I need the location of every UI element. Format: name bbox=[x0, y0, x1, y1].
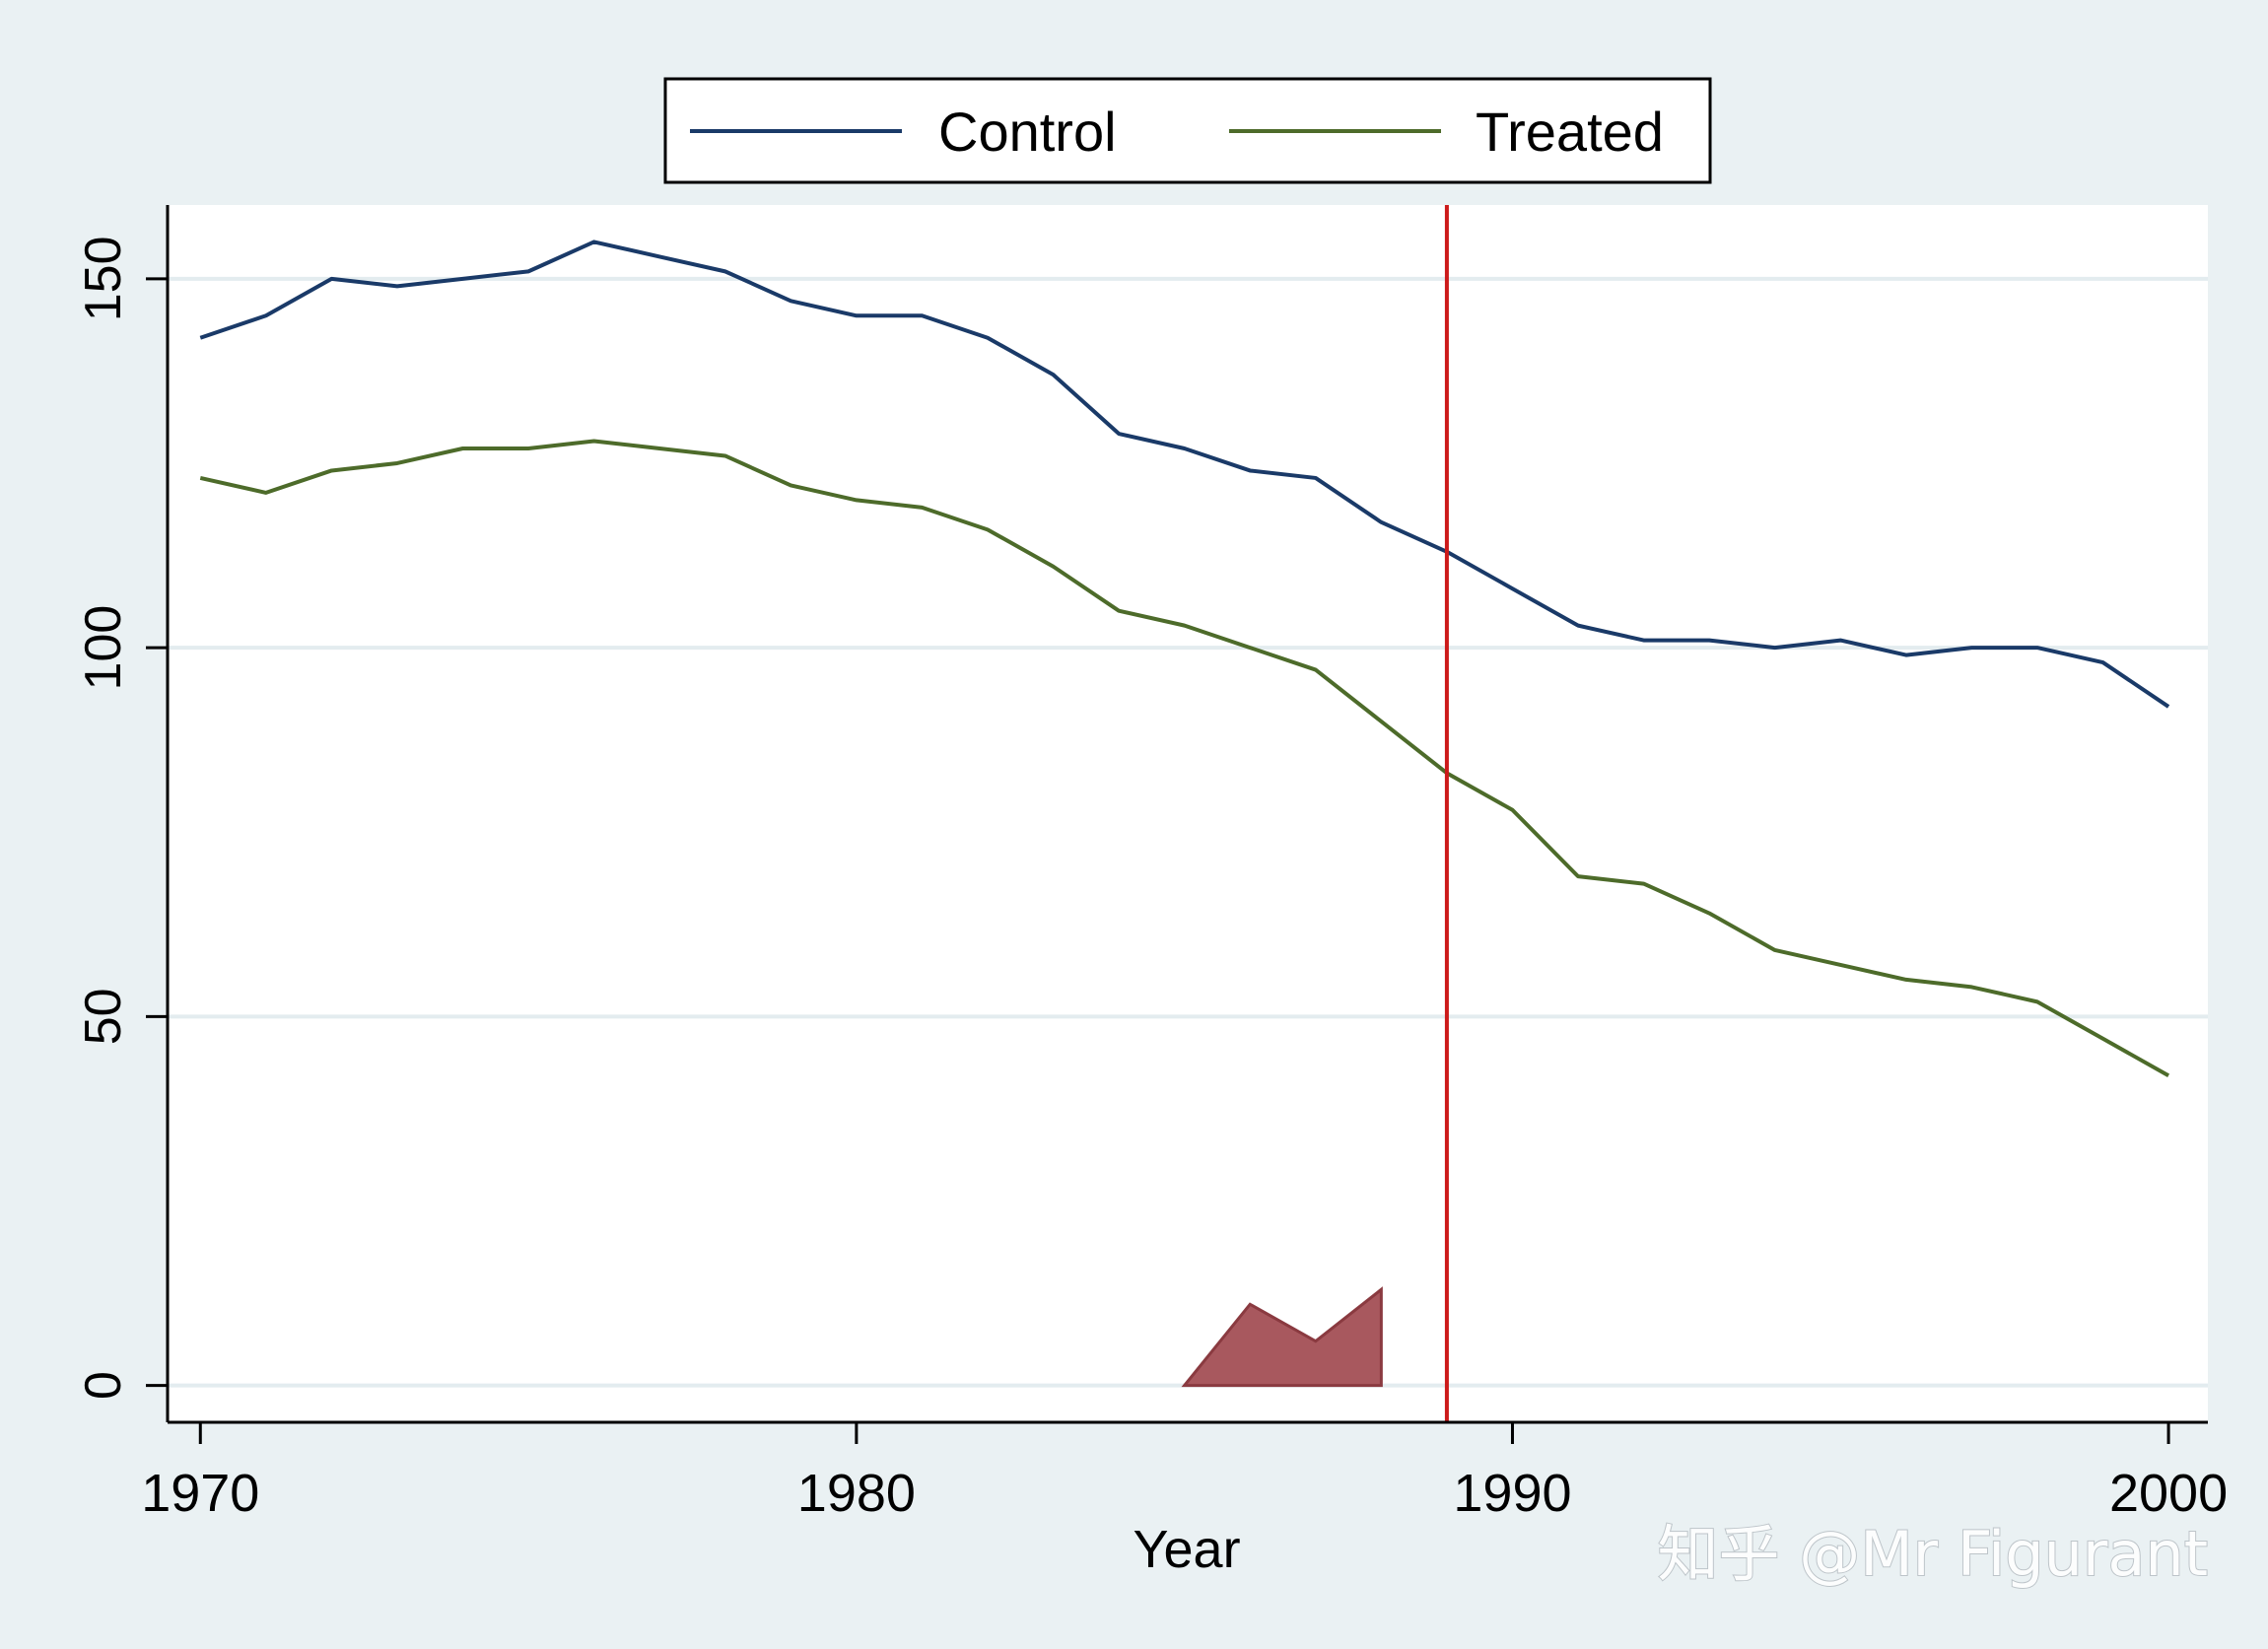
legend: Control Treated bbox=[663, 77, 1712, 184]
x-tick-label: 2000 bbox=[2109, 1464, 2228, 1523]
y-tick-label: 50 bbox=[75, 988, 132, 1045]
area-layer bbox=[1181, 1286, 1383, 1388]
y-tick-label: 0 bbox=[75, 1371, 132, 1400]
legend-label-treated: Treated bbox=[1476, 101, 1664, 163]
x-tick-label: 1990 bbox=[1453, 1464, 1571, 1523]
legend-label-control: Control bbox=[938, 101, 1117, 163]
y-tick-label: 100 bbox=[75, 605, 132, 691]
watermark: 知乎 @Mr Figurant bbox=[1657, 1518, 2208, 1590]
x-tick-label: 1980 bbox=[797, 1464, 916, 1523]
series-line-control bbox=[199, 240, 2170, 709]
axes: 0 50 100 150 1970 1980 1990 2000 bbox=[75, 205, 2228, 1523]
y-tick-label: 150 bbox=[75, 236, 132, 321]
series-layer bbox=[199, 240, 2170, 1077]
x-axis-title: Year bbox=[1133, 1520, 1240, 1579]
shaded-area bbox=[1181, 1286, 1383, 1388]
series-line-treated bbox=[199, 439, 2170, 1077]
x-tick-label: 1970 bbox=[141, 1464, 259, 1523]
plot-area bbox=[168, 205, 2208, 1422]
